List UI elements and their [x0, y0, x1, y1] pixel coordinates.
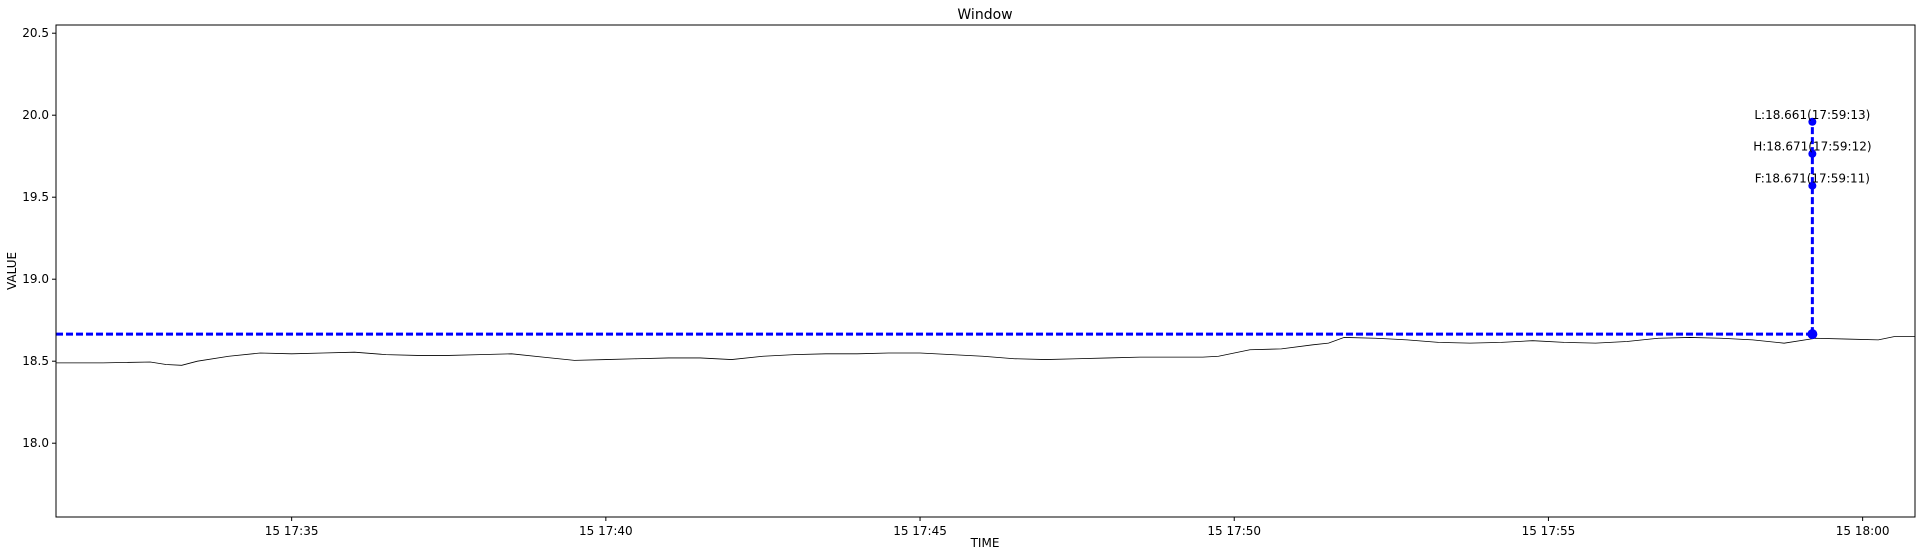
- x-axis: 15 17:35 15 17:40 15 17:45 15 17:50 15 17:55…: [265, 517, 1890, 538]
- data-point-marker: [1808, 149, 1817, 158]
- x-tick-label: 15 17:50: [1207, 524, 1261, 538]
- x-tick-label: 15 17:35: [265, 524, 319, 538]
- point-annotation: L:18.661(17:59:13): [1754, 108, 1870, 122]
- y-axis: 18.0 18.5 19.0 19.5 20.0 20.5: [22, 26, 56, 450]
- plot-area: [56, 117, 1915, 366]
- chart-title: Window: [957, 7, 1012, 23]
- x-tick-label: 15 17:40: [579, 524, 633, 538]
- x-tick-label: 15 17:45: [893, 524, 947, 538]
- data-point-marker: [1807, 329, 1818, 340]
- x-tick-label: 15 18:00: [1836, 524, 1890, 538]
- y-tick-label: 18.0: [22, 436, 49, 450]
- x-axis-label: TIME: [970, 536, 1000, 550]
- point-annotation: F:18.671(17:59:11): [1755, 171, 1870, 185]
- y-tick-label: 19.5: [22, 190, 49, 204]
- y-tick-label: 20.5: [22, 26, 49, 40]
- annotations: L:18.661(17:59:13) H:18.671(17:59:12) F:18…: [1753, 108, 1871, 185]
- y-tick-label: 18.5: [22, 354, 49, 368]
- point-annotation: H:18.671(17:59:12): [1753, 139, 1871, 153]
- y-tick-label: 20.0: [22, 108, 49, 122]
- series-line: [56, 336, 1915, 366]
- data-point-marker: [1808, 181, 1817, 190]
- y-tick-label: 19.0: [22, 272, 49, 286]
- data-point-marker: [1808, 117, 1817, 126]
- y-axis-label: VALUE: [5, 252, 19, 290]
- axes-frame: [55, 24, 1916, 518]
- x-tick-label: 15 17:55: [1522, 524, 1576, 538]
